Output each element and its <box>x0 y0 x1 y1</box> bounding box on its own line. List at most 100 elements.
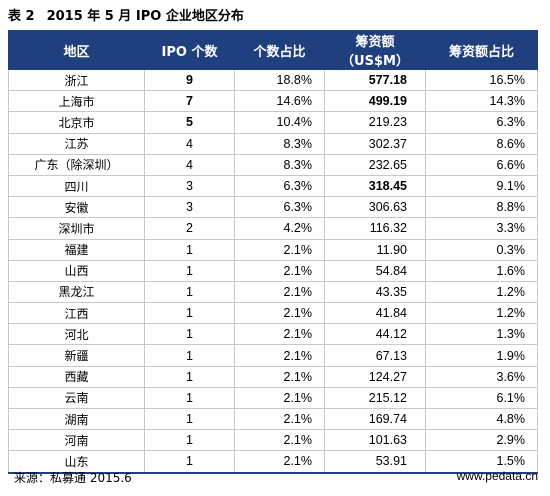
count-pct-cell: 6.3% <box>234 175 325 198</box>
amount-pct-cell: 1.5% <box>425 450 538 474</box>
region-cell: 浙江 <box>8 69 145 92</box>
amount-pct-cell: 1.2% <box>425 281 538 304</box>
ipo-count-cell: 1 <box>144 281 235 304</box>
amount-cell: 124.27 <box>324 366 426 388</box>
count-pct-cell: 6.3% <box>234 196 325 219</box>
region-cell: 山西 <box>8 260 145 282</box>
table-row: 深圳市 2 4.2% 116.32 3.3% <box>8 217 538 240</box>
region-cell: 云南 <box>8 387 145 410</box>
region-cell: 上海市 <box>8 90 145 113</box>
amount-cell: 219.23 <box>324 111 426 134</box>
table-row: 山东 1 2.1% 53.91 1.5% <box>8 450 538 474</box>
header-ipo-count: IPO 个数 <box>144 30 235 70</box>
count-pct-cell: 2.1% <box>234 408 325 431</box>
table-row: 广东（除深圳） 4 8.3% 232.65 6.6% <box>8 154 538 176</box>
ipo-count-cell: 1 <box>144 387 235 410</box>
ipo-count-cell: 9 <box>144 69 235 92</box>
count-pct-cell: 14.6% <box>234 90 325 113</box>
count-pct-cell: 18.8% <box>234 69 325 92</box>
amount-cell: 577.18 <box>324 69 426 92</box>
region-cell: 深圳市 <box>8 217 145 240</box>
amount-pct-cell: 6.3% <box>425 111 538 134</box>
table-row: 西藏 1 2.1% 124.27 3.6% <box>8 366 538 388</box>
ipo-count-cell: 1 <box>144 408 235 431</box>
table-row: 湖南 1 2.1% 169.74 4.8% <box>8 408 538 431</box>
region-cell: 广东（除深圳） <box>8 154 145 176</box>
count-pct-cell: 8.3% <box>234 154 325 176</box>
region-cell: 河南 <box>8 429 145 452</box>
ipo-count-cell: 1 <box>144 429 235 452</box>
amount-cell: 169.74 <box>324 408 426 431</box>
table-row: 四川 3 6.3% 318.45 9.1% <box>8 175 538 198</box>
table-body: 浙江 9 18.8% 577.18 16.5% 上海市 7 14.6% 499.19 14.3% 北… <box>8 69 538 474</box>
region-cell: 黑龙江 <box>8 281 145 304</box>
count-pct-cell: 10.4% <box>234 111 325 134</box>
region-cell: 安徽 <box>8 196 145 219</box>
count-pct-cell: 2.1% <box>234 429 325 452</box>
amount-cell: 306.63 <box>324 196 426 219</box>
ipo-count-cell: 1 <box>144 323 235 346</box>
count-pct-cell: 2.1% <box>234 260 325 282</box>
header-region: 地区 <box>8 30 145 70</box>
table-title: 2015 年 5 月 IPO 企业地区分布 <box>46 9 244 24</box>
table-row: 江苏 4 8.3% 302.37 8.6% <box>8 133 538 155</box>
region-cell: 山东 <box>8 450 145 474</box>
count-pct-cell: 2.1% <box>234 281 325 304</box>
amount-pct-cell: 16.5% <box>425 69 538 92</box>
ipo-count-cell: 3 <box>144 175 235 198</box>
amount-pct-cell: 8.6% <box>425 133 538 155</box>
count-pct-cell: 8.3% <box>234 133 325 155</box>
table-row: 河北 1 2.1% 44.12 1.3% <box>8 323 538 346</box>
amount-cell: 67.13 <box>324 344 426 367</box>
amount-pct-cell: 1.9% <box>425 344 538 367</box>
amount-cell: 318.45 <box>324 175 426 198</box>
amount-pct-cell: 8.8% <box>425 196 538 219</box>
table-row: 江西 1 2.1% 41.84 1.2% <box>8 302 538 325</box>
count-pct-cell: 2.1% <box>234 323 325 346</box>
table-row: 福建 1 2.1% 11.90 0.3% <box>8 239 538 261</box>
table-row: 浙江 9 18.8% 577.18 16.5% <box>8 69 538 92</box>
table-row: 山西 1 2.1% 54.84 1.6% <box>8 260 538 282</box>
table-row: 云南 1 2.1% 215.12 6.1% <box>8 387 538 410</box>
amount-cell: 302.37 <box>324 133 426 155</box>
region-cell: 河北 <box>8 323 145 346</box>
site-url: www.pedata.cn <box>456 469 538 483</box>
amount-pct-cell: 3.6% <box>425 366 538 388</box>
amount-cell: 53.91 <box>324 450 426 474</box>
count-pct-cell: 2.1% <box>234 239 325 261</box>
amount-pct-cell: 3.3% <box>425 217 538 240</box>
amount-pct-cell: 6.1% <box>425 387 538 410</box>
ipo-region-table: 地区 IPO 个数 个数占比 筹资额（US$M） 筹资额占比 浙江 9 18.8% 5… <box>8 30 538 474</box>
table-row: 北京市 5 10.4% 219.23 6.3% <box>8 111 538 134</box>
amount-pct-cell: 0.3% <box>425 239 538 261</box>
amount-cell: 499.19 <box>324 90 426 113</box>
amount-pct-cell: 9.1% <box>425 175 538 198</box>
region-cell: 福建 <box>8 239 145 261</box>
ipo-count-cell: 4 <box>144 133 235 155</box>
count-pct-cell: 2.1% <box>234 366 325 388</box>
amount-pct-cell: 14.3% <box>425 90 538 113</box>
amount-pct-cell: 1.3% <box>425 323 538 346</box>
ipo-count-cell: 7 <box>144 90 235 113</box>
region-cell: 新疆 <box>8 344 145 367</box>
amount-pct-cell: 4.8% <box>425 408 538 431</box>
count-pct-cell: 2.1% <box>234 302 325 325</box>
count-pct-cell: 2.1% <box>234 387 325 410</box>
ipo-count-cell: 1 <box>144 366 235 388</box>
amount-cell: 11.90 <box>324 239 426 261</box>
count-pct-cell: 2.1% <box>234 344 325 367</box>
ipo-count-cell: 1 <box>144 239 235 261</box>
amount-pct-cell: 2.9% <box>425 429 538 452</box>
amount-cell: 101.63 <box>324 429 426 452</box>
amount-pct-cell: 1.6% <box>425 260 538 282</box>
region-cell: 江西 <box>8 302 145 325</box>
amount-cell: 43.35 <box>324 281 426 304</box>
amount-pct-cell: 6.6% <box>425 154 538 176</box>
table-row: 黑龙江 1 2.1% 43.35 1.2% <box>8 281 538 304</box>
source-note: 来源：私募通 2015.6 <box>14 471 132 485</box>
table-number: 表 2 <box>8 9 35 24</box>
table-row: 上海市 7 14.6% 499.19 14.3% <box>8 90 538 113</box>
amount-cell: 54.84 <box>324 260 426 282</box>
region-cell: 北京市 <box>8 111 145 134</box>
header-row: 地区 IPO 个数 个数占比 筹资额（US$M） 筹资额占比 <box>8 30 538 70</box>
